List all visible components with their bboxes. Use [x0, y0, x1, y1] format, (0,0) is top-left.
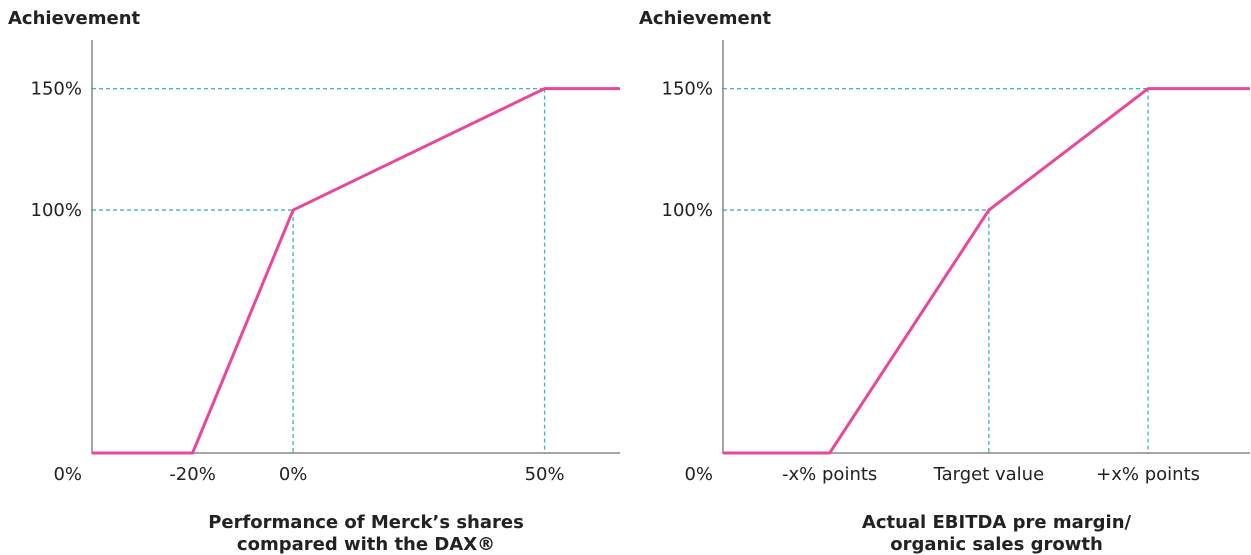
- y-axis-label: Achievement: [639, 8, 772, 29]
- x-tick-label: -x% points: [782, 464, 877, 485]
- x-tick-label: 50%: [525, 464, 565, 485]
- x-tick-label: +x% points: [1096, 464, 1200, 485]
- x-tick-label: -20%: [169, 464, 216, 485]
- line: [92, 87, 620, 455]
- y-tick-label: 100%: [31, 200, 82, 221]
- line: [723, 87, 1250, 455]
- y-axis-label: Achievement: [8, 8, 141, 29]
- y-tick-label: 150%: [31, 79, 82, 100]
- x-axis-label: organic sales growth: [890, 534, 1103, 555]
- x-axis-label: Performance of Merck’s shares: [208, 512, 524, 533]
- x-tick-label: Target value: [933, 464, 1045, 485]
- x-axis-label: compared with the DAX®: [237, 534, 495, 555]
- y-tick-label: 0%: [53, 464, 82, 485]
- y-tick-label: 100%: [662, 200, 713, 221]
- y-tick-label: 150%: [662, 79, 713, 100]
- y-tick-label: 0%: [684, 464, 713, 485]
- x-tick-label: 0%: [279, 464, 308, 485]
- x-axis-label: Actual EBITDA pre margin/: [862, 512, 1132, 533]
